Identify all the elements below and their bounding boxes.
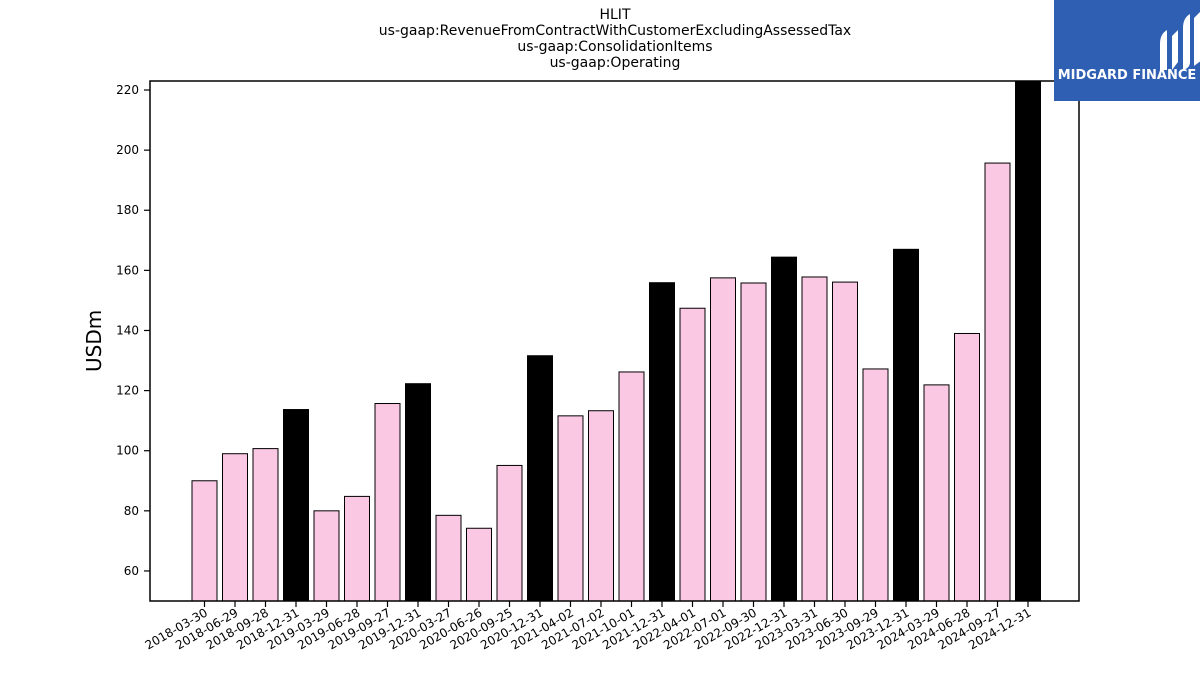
- bar-2018-03-30: [191, 480, 218, 602]
- bar-2020-09-25: [496, 464, 523, 602]
- bar-2024-06-28: [954, 332, 980, 602]
- bar-2022-12-31: [771, 256, 797, 602]
- bar-2019-09-27: [374, 403, 401, 602]
- bar-2024-12-31: [1015, 80, 1041, 602]
- bar-2018-12-31: [283, 409, 309, 602]
- bar-2020-03-27: [435, 514, 462, 602]
- chart-title-concept: us-gaap:RevenueFromContractWithCustomerE…: [378, 23, 852, 39]
- y-tick-label: 200: [116, 143, 139, 157]
- y-tick-label: 60: [124, 564, 139, 578]
- bar-2021-07-02: [588, 410, 614, 602]
- bars-group: [191, 80, 1041, 602]
- bar-2019-06-28: [344, 495, 370, 602]
- y-tick-label: 140: [116, 323, 139, 337]
- bar-2018-09-28: [252, 448, 279, 602]
- bar-2021-10-01: [618, 371, 645, 602]
- x-ticks-group: 2018-03-302018-06-292018-09-282018-12-31…: [143, 601, 1034, 652]
- bar-2019-03-29: [313, 510, 340, 602]
- y-tick-label: 80: [124, 504, 139, 518]
- bar-2023-03-31: [801, 276, 828, 602]
- bar-2019-12-31: [405, 383, 431, 602]
- y-tick-label: 180: [116, 203, 139, 217]
- bar-2022-09-30: [740, 282, 767, 602]
- chart-title-ticker: HLIT: [599, 7, 631, 23]
- bar-2023-12-31: [893, 248, 919, 602]
- y-ticks-group: 60 80 100 120 140 160 180 200 220: [116, 83, 150, 578]
- y-tick-label: 220: [116, 83, 139, 97]
- bar-2020-06-26: [466, 527, 492, 602]
- midgard-finance-logo: MIDGARD FINANCE: [1054, 0, 1200, 101]
- logo-text: MIDGARD FINANCE: [1057, 68, 1197, 83]
- bar-2024-03-29: [923, 384, 950, 602]
- logo-mark-icon: [1160, 12, 1200, 70]
- bar-2021-04-02: [557, 415, 584, 602]
- bar-2022-07-01: [710, 277, 736, 602]
- bar-2021-12-31: [649, 282, 675, 602]
- y-tick-label: 100: [116, 444, 139, 458]
- bar-2023-09-29: [862, 368, 889, 602]
- bar-2018-06-29: [222, 453, 248, 602]
- y-tick-label: 120: [116, 384, 139, 398]
- bar-2022-04-01: [679, 307, 706, 602]
- y-tick-label: 160: [116, 263, 139, 277]
- chart-title-axis: us-gaap:ConsolidationItems: [517, 39, 713, 55]
- bar-2024-09-27: [984, 162, 1011, 602]
- bar-2020-12-31: [527, 355, 553, 602]
- plot-frame: [149, 80, 1080, 602]
- chart-title-member: us-gaap:Operating: [549, 55, 681, 71]
- bar-2023-06-30: [832, 281, 858, 602]
